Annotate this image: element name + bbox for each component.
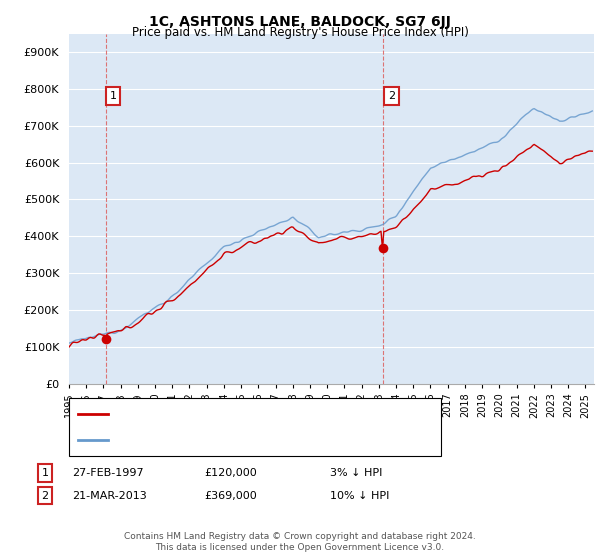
Text: HPI: Average price, detached house, North Hertfordshire: HPI: Average price, detached house, Nort… — [114, 435, 429, 445]
Text: £120,000: £120,000 — [204, 468, 257, 478]
Text: 21-MAR-2013: 21-MAR-2013 — [72, 491, 147, 501]
Text: 2: 2 — [388, 91, 395, 101]
Text: £369,000: £369,000 — [204, 491, 257, 501]
Text: Price paid vs. HM Land Registry's House Price Index (HPI): Price paid vs. HM Land Registry's House … — [131, 26, 469, 39]
Text: 10% ↓ HPI: 10% ↓ HPI — [330, 491, 389, 501]
Text: 2: 2 — [41, 491, 49, 501]
Text: Contains HM Land Registry data © Crown copyright and database right 2024.
This d: Contains HM Land Registry data © Crown c… — [124, 532, 476, 552]
Text: 1: 1 — [41, 468, 49, 478]
Text: 3% ↓ HPI: 3% ↓ HPI — [330, 468, 382, 478]
Text: 1C, ASHTONS LANE, BALDOCK, SG7 6JJ: 1C, ASHTONS LANE, BALDOCK, SG7 6JJ — [149, 15, 451, 29]
Text: 1: 1 — [109, 91, 116, 101]
Text: 27-FEB-1997: 27-FEB-1997 — [72, 468, 143, 478]
Text: 1C, ASHTONS LANE, BALDOCK, SG7 6JJ (detached house): 1C, ASHTONS LANE, BALDOCK, SG7 6JJ (deta… — [114, 409, 433, 419]
